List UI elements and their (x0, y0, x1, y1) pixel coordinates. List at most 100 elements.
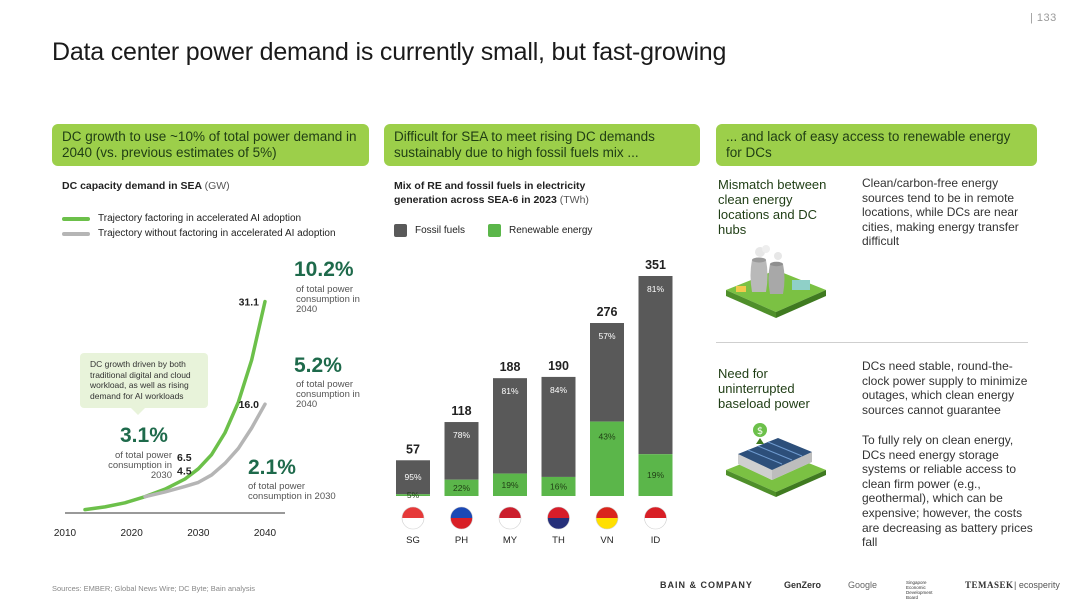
bar-fossil-my (493, 378, 527, 474)
logo-separator: | (1014, 580, 1019, 590)
bar-fossil-ph (444, 422, 479, 480)
bar-renewable-sg (396, 494, 430, 496)
x-tick-label: 2020 (121, 528, 144, 539)
legend-swatch-gray (62, 231, 90, 236)
bar-renewable-th (541, 476, 576, 496)
header-right: ... and lack of easy access to renewable… (716, 124, 1037, 166)
note-2030-ai: of total power consumption in 2030 (108, 450, 172, 481)
footer-sources: Sources: EMBER; Global News Wire; DC Byt… (52, 584, 255, 593)
flag-th-icon (547, 506, 570, 530)
bar-renewable-id (638, 454, 673, 496)
legend-swatch-renewable (488, 224, 501, 237)
legend-label-renewable: Renewable energy (509, 225, 593, 236)
bar-fossil-id (638, 276, 673, 455)
flag-ph-icon (450, 506, 473, 530)
x-tick-label: 2040 (254, 528, 277, 539)
right-block1-heading: Mismatch between clean energy locations … (718, 177, 827, 237)
series-line-no-ai (143, 402, 267, 499)
bar-renewable-pct-label: 16% (550, 481, 567, 491)
data-center-icon: $ (726, 423, 826, 497)
bar-renewable-ph (444, 479, 479, 496)
bar-chart-subtitle: Mix of RE and fossil fuels in electricit… (394, 179, 624, 207)
legend-item-ai: Trajectory factoring in accelerated AI a… (62, 213, 301, 224)
bar-fossil-sg (396, 460, 430, 495)
bar-chart-subtitle-text: Mix of RE and fossil fuels in electricit… (394, 180, 586, 206)
note-2040-no-ai: of total power consumption in 2040 (296, 379, 360, 410)
bar-total-label: 351 (645, 258, 666, 272)
data-label: 16.0 (239, 399, 260, 411)
category-label: ID (651, 535, 661, 546)
logo-ecosperity-text: ecosperity (1018, 580, 1060, 590)
header-middle: Difficult for SEA to meet rising DC dema… (384, 124, 700, 166)
left-chart-subtitle: DC capacity demand in SEA (GW) (62, 179, 230, 193)
legend-swatch-fossil (394, 224, 407, 237)
right-divider (716, 342, 1028, 343)
flag-vn-icon (595, 506, 619, 530)
logo-google: Google (848, 580, 878, 590)
pct-2030-ai: 3.1% (120, 424, 168, 447)
bar-renewable-pct-label: 22% (453, 483, 470, 493)
bar-renewable-pct-label: 19% (501, 480, 518, 490)
bar-fossil-th (541, 376, 576, 477)
callout-pointer (130, 407, 146, 415)
page-title: Data center power demand is currently sm… (52, 38, 727, 66)
right-block2-text2: To fully rely on clean energy, DCs need … (862, 433, 1033, 550)
bar-chart: 57 95% 5% SG 118 78% 22% PH 188 81% 19% MY 190 84% 16%… (396, 258, 673, 546)
bar-fossil-pct-label: 84% (550, 385, 567, 395)
category-label: SG (406, 535, 420, 546)
line-chart: 6.5 31.1 4.5 16.0 2010 2020 2030 2040 (54, 297, 285, 539)
note-2040-ai: of total power consumption in 2040 (296, 284, 360, 315)
logo-ecosperity: | ecosperity (1014, 580, 1060, 590)
bar-total-label: 57 (406, 442, 420, 456)
bar-total-label: 188 (500, 360, 521, 374)
header-left: DC growth to use ~10% of total power dem… (52, 124, 369, 166)
legend-item-fossil: Fossil fuels (394, 224, 465, 237)
bar-fossil-pct-label: 78% (453, 430, 470, 440)
category-label: TH (552, 535, 565, 546)
legend-label-fossil: Fossil fuels (415, 225, 466, 236)
svg-text:$: $ (757, 426, 763, 437)
right-block1-text: Clean/carbon-free energy sources tend to… (862, 176, 1019, 249)
callout-growth-driver: DC growth driven by both traditional dig… (80, 353, 208, 408)
pct-2040-ai: 10.2% (294, 258, 354, 281)
note-2030-no-ai: of total power consumption in 2030 (248, 481, 336, 502)
x-tick-label: 2030 (187, 528, 210, 539)
bar-renewable-vn (590, 421, 624, 496)
power-plant-icon (726, 245, 826, 318)
bar-renewable-pct-label: 43% (598, 432, 615, 442)
bar-fossil-pct-label: 95% (404, 472, 421, 482)
category-label: VN (600, 535, 613, 546)
logo-temasek: TEMASEK (965, 580, 1014, 590)
bar-fossil-pct-label: 81% (647, 284, 664, 294)
data-label: 6.5 (177, 452, 192, 464)
flag-sg-icon (401, 506, 425, 530)
right-block2-heading: Need for uninterrupted baseload power (718, 366, 810, 411)
logo-bain: BAIN & COMPANY (660, 580, 753, 590)
category-label: MY (503, 535, 518, 546)
category-label: PH (455, 535, 468, 546)
legend-item-renewable: Renewable energy (488, 224, 592, 237)
bar-renewable-my (493, 473, 527, 496)
pct-2040-no-ai: 5.2% (294, 354, 342, 377)
bar-chart-subtitle-unit: (TWh) (559, 194, 589, 206)
bar-renewable-pct-label: 5% (407, 490, 420, 500)
flag-my-icon (498, 506, 522, 530)
flag-id-icon (644, 506, 667, 530)
bar-total-label: 276 (597, 305, 618, 319)
left-chart-subtitle-text: DC capacity demand in SEA (62, 180, 202, 192)
bar-renewable-pct-label: 19% (647, 470, 664, 480)
data-label: 31.1 (239, 297, 260, 309)
logo-genzero: GenZero (784, 580, 822, 590)
bar-fossil-pct-label: 81% (501, 386, 518, 396)
legend-label-no-ai: Trajectory without factoring in accelera… (98, 228, 336, 239)
x-tick-label: 2010 (54, 528, 77, 539)
bar-fossil-pct-label: 57% (598, 331, 615, 341)
data-label: 4.5 (177, 465, 192, 477)
pct-2030-no-ai: 2.1% (248, 456, 296, 479)
right-block2-text1: DCs need stable, round-the-clock power s… (862, 359, 1028, 417)
bar-fossil-vn (590, 323, 624, 422)
legend-item-no-ai: Trajectory without factoring in accelera… (62, 228, 336, 239)
bar-total-label: 118 (451, 404, 471, 418)
left-chart-subtitle-unit: (GW) (204, 180, 230, 192)
bar-total-label: 190 (548, 359, 569, 373)
